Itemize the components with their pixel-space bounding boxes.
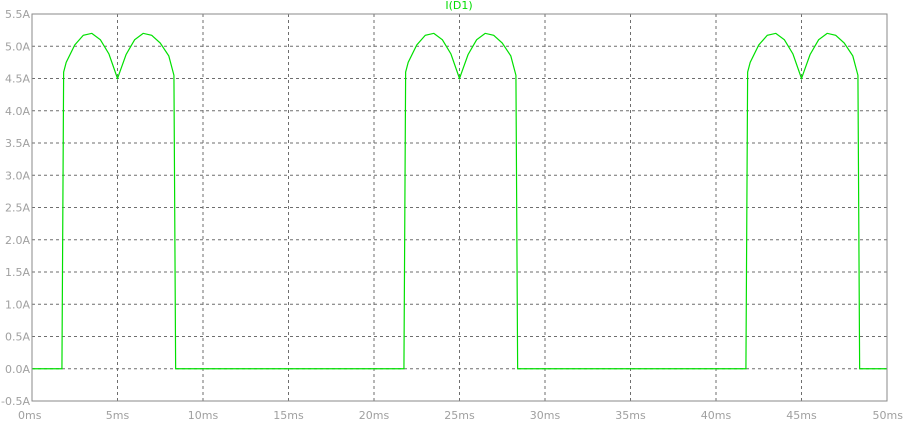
plot-frame [31, 13, 888, 402]
y-tick-label: 0.5A [5, 331, 30, 344]
x-tick-label: 40ms [701, 409, 732, 422]
y-tick-label: 1.5A [5, 266, 30, 279]
x-tick-label: 25ms [444, 409, 475, 422]
y-tick-label: 4.0A [5, 105, 30, 118]
y-tick-label: 3.0A [5, 169, 30, 182]
y-tick-label: 3.5A [5, 137, 30, 150]
x-tick-label: 15ms [273, 409, 304, 422]
y-tick-label: 5.0A [5, 40, 30, 53]
x-tick-label: 30ms [530, 409, 561, 422]
series-line-i-d1 [32, 32, 887, 370]
x-tick-label: 35ms [615, 409, 646, 422]
y-tick-label: 0.0A [5, 363, 30, 376]
y-tick-label: 4.5A [5, 73, 30, 86]
y-tick-label: -0.5A [1, 395, 30, 408]
trace-title[interactable]: I(D1) [445, 0, 472, 12]
y-axis-ticks: -0.5A 0.0A 0.5A 1.0A 1.5A 2.0A 2.5A 3.0A 3.5A 4.0… [1, 8, 30, 408]
y-tick-label: 1.0A [5, 298, 30, 311]
x-tick-label: 45ms [786, 409, 817, 422]
x-tick-label: 10ms [188, 409, 219, 422]
x-axis-ticks: 0ms 5ms 10ms 15ms 20ms 25ms 30ms 35ms 40ms 45ms 50… [18, 409, 903, 422]
x-tick-label: 20ms [359, 409, 390, 422]
grid [32, 14, 887, 401]
y-tick-label: 5.5A [5, 8, 30, 21]
trace-layer [32, 32, 887, 370]
y-tick-label: 2.0A [5, 234, 30, 247]
x-tick-label: 0ms [18, 409, 42, 422]
x-tick-label: 5ms [106, 409, 130, 422]
x-tick-label: 50ms [873, 409, 904, 422]
y-tick-label: 2.5A [5, 202, 30, 215]
